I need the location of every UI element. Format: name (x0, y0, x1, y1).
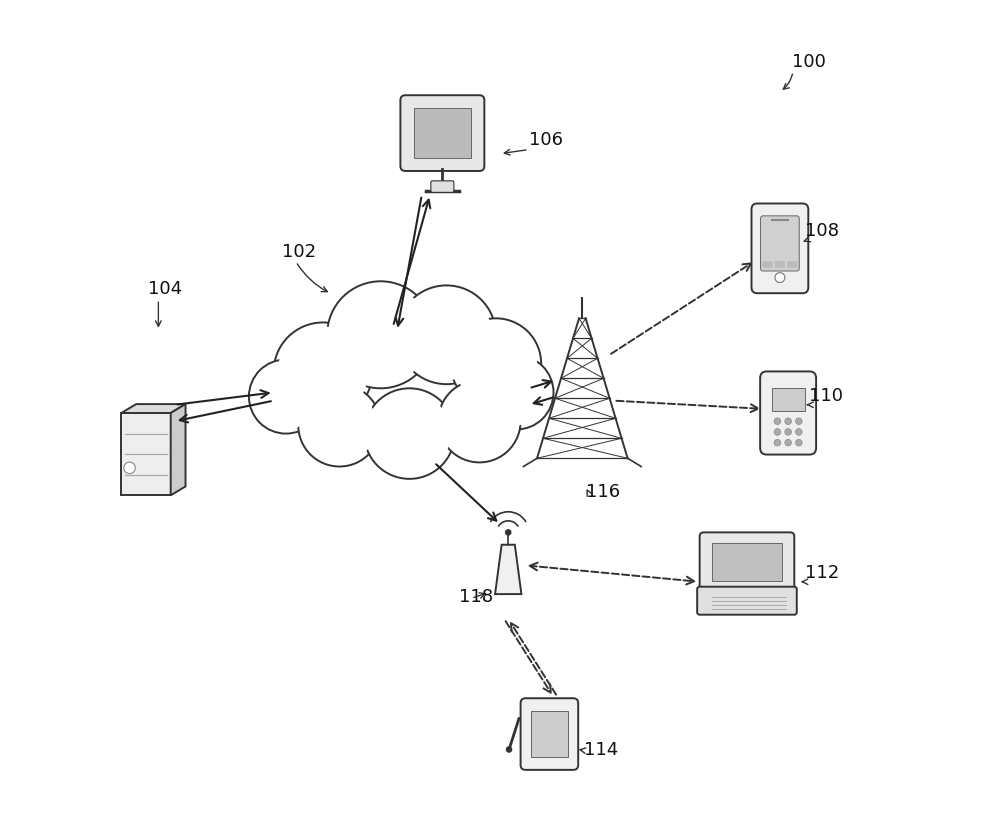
Circle shape (506, 746, 512, 752)
Circle shape (796, 439, 802, 446)
Text: 112: 112 (805, 563, 839, 582)
Text: 104: 104 (148, 280, 183, 297)
FancyBboxPatch shape (760, 372, 816, 454)
Circle shape (796, 429, 802, 435)
Text: 102: 102 (282, 243, 316, 260)
FancyBboxPatch shape (697, 586, 797, 615)
Circle shape (249, 359, 323, 434)
FancyBboxPatch shape (772, 388, 805, 411)
Circle shape (774, 429, 781, 435)
Text: 110: 110 (809, 387, 843, 405)
FancyBboxPatch shape (775, 261, 785, 268)
FancyBboxPatch shape (712, 543, 782, 581)
Polygon shape (121, 404, 186, 413)
Circle shape (302, 388, 377, 463)
Circle shape (442, 384, 516, 458)
Text: 118: 118 (459, 588, 493, 606)
FancyBboxPatch shape (531, 711, 568, 757)
FancyBboxPatch shape (431, 181, 454, 192)
Circle shape (775, 273, 785, 282)
Circle shape (455, 322, 537, 405)
Circle shape (796, 418, 802, 425)
Circle shape (401, 290, 492, 380)
Circle shape (484, 359, 549, 425)
Circle shape (785, 418, 791, 425)
Polygon shape (495, 544, 521, 594)
Circle shape (278, 326, 368, 417)
Circle shape (397, 286, 496, 384)
Circle shape (785, 429, 791, 435)
Circle shape (438, 380, 521, 463)
Circle shape (124, 462, 135, 473)
Circle shape (785, 439, 791, 446)
Text: 100: 100 (792, 53, 826, 71)
FancyBboxPatch shape (414, 108, 471, 158)
Text: 106: 106 (529, 131, 563, 150)
Circle shape (505, 529, 512, 535)
FancyBboxPatch shape (700, 533, 794, 591)
Circle shape (298, 384, 381, 467)
Circle shape (479, 355, 554, 430)
Text: 108: 108 (805, 222, 839, 240)
FancyBboxPatch shape (521, 698, 578, 770)
Circle shape (331, 286, 430, 384)
Circle shape (327, 282, 434, 388)
Circle shape (368, 392, 451, 475)
Circle shape (274, 322, 372, 421)
Text: 114: 114 (584, 741, 618, 758)
FancyBboxPatch shape (761, 216, 799, 271)
Text: 116: 116 (586, 483, 621, 501)
Circle shape (364, 388, 455, 479)
FancyBboxPatch shape (787, 261, 797, 268)
Polygon shape (171, 404, 186, 496)
Circle shape (451, 318, 541, 409)
Circle shape (253, 363, 319, 430)
FancyBboxPatch shape (763, 261, 772, 268)
Circle shape (774, 418, 781, 425)
FancyBboxPatch shape (751, 203, 808, 293)
FancyBboxPatch shape (400, 95, 484, 171)
Polygon shape (121, 413, 171, 496)
Circle shape (774, 439, 781, 446)
